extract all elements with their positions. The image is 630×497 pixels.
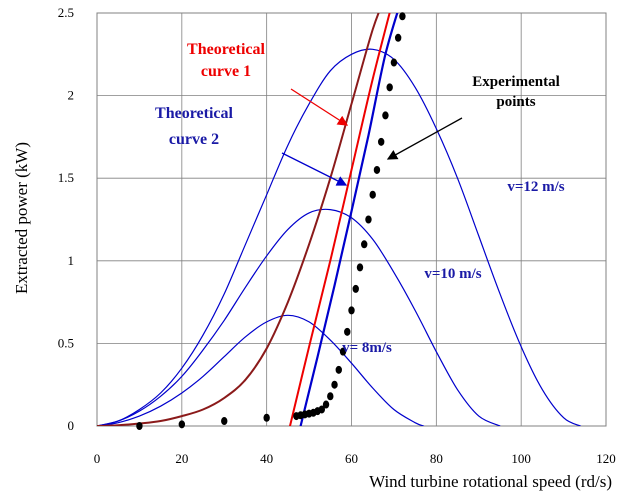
experimental-point	[318, 405, 326, 414]
y-axis-ticks: 0 0.5 1 1.5 2 2.5	[58, 5, 74, 433]
series-line-theoretical-curve-1	[289, 13, 391, 426]
y-axis-label: Extracted power (kW)	[12, 142, 31, 294]
series-layer	[97, 13, 582, 426]
x-tick-label: 100	[511, 451, 531, 466]
experimental-point	[377, 137, 385, 146]
experimental-points-label-line2: points	[496, 94, 535, 110]
series-line-theoretical-curve-2	[299, 13, 399, 426]
experimental-point	[369, 190, 376, 199]
x-tick-label: 120	[596, 451, 616, 466]
v12-label: v=12 m/s	[507, 179, 564, 195]
v10-label: v=10 m/s	[424, 266, 481, 282]
y-tick-label: 1.5	[58, 170, 74, 185]
y-tick-label: 1	[68, 253, 75, 268]
series-line-v10	[97, 208, 501, 426]
experimental-point	[344, 327, 351, 336]
theoretical-curve-2-arrow	[281, 152, 348, 186]
experimental-point	[365, 215, 372, 224]
experimental-points-arrow	[386, 117, 463, 160]
experimental-point	[327, 392, 334, 401]
experimental-point	[390, 58, 398, 67]
series-line-v12	[97, 48, 582, 426]
experimental-point	[394, 33, 402, 42]
x-tick-label: 60	[345, 451, 358, 466]
x-tick-label: 80	[430, 451, 443, 466]
experimental-point	[322, 400, 330, 409]
experimental-point	[335, 365, 342, 374]
v8-label: v= 8m/s	[342, 340, 392, 356]
series-line-v8	[97, 314, 425, 426]
y-tick-label: 2.5	[58, 5, 74, 20]
experimental-points-layer	[136, 12, 406, 430]
experimental-point	[356, 263, 364, 272]
y-tick-label: 0	[68, 418, 75, 433]
x-tick-label: 40	[260, 451, 273, 466]
theoretical-curve-1-arrow	[290, 88, 349, 126]
x-tick-label: 0	[94, 451, 101, 466]
experimental-point	[339, 347, 347, 356]
plot-area	[96, 12, 607, 427]
experimental-point	[178, 420, 186, 429]
experimental-point	[399, 12, 406, 21]
theoretical-curve-1-label-line2: curve 1	[201, 63, 251, 80]
x-axis-ticks: 0 20 40 60 80 100 120	[94, 451, 616, 466]
experimental-point	[263, 413, 270, 422]
experimental-point	[373, 165, 381, 174]
y-tick-label: 0.5	[58, 335, 74, 350]
x-tick-label: 20	[175, 451, 188, 466]
experimental-point	[136, 422, 143, 430]
experimental-point	[331, 380, 338, 389]
experimental-point	[352, 284, 359, 293]
theoretical-curve-2-label-line1: Theoretical	[155, 105, 233, 122]
theoretical-curve-2-label-line2: curve 2	[169, 131, 219, 148]
x-axis-label: Wind turbine rotational speed (rd/s)	[369, 472, 612, 491]
experimental-point	[382, 111, 389, 120]
theoretical-curve-1-label-line1: Theoretical	[187, 41, 265, 58]
experimental-points-label-line1: Experimental	[472, 74, 560, 90]
experimental-point	[386, 83, 393, 92]
experimental-point	[348, 306, 355, 315]
y-tick-label: 2	[68, 88, 75, 103]
experimental-point	[361, 240, 368, 249]
experimental-point	[221, 417, 228, 426]
